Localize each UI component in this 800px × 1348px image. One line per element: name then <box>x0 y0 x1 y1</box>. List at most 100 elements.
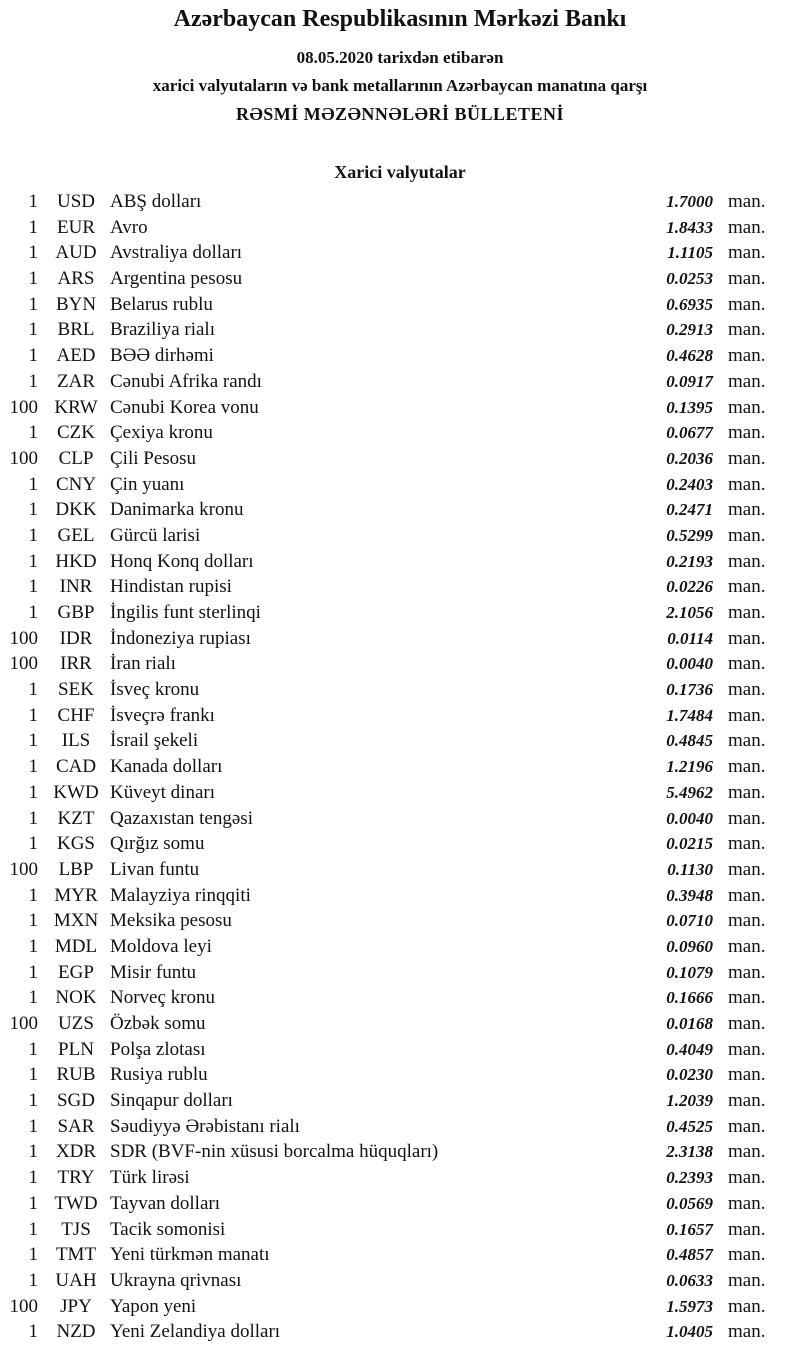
rate-value: 1.1105 <box>667 243 713 263</box>
currency-name: Norveç kronu <box>110 987 215 1009</box>
currency-code: EUR <box>57 216 95 238</box>
currency-name: Braziliya rialı <box>110 319 215 341</box>
currency-name: Sinqapur dolları <box>110 1090 233 1112</box>
currency-code: TJS <box>61 1218 91 1240</box>
unit-label: man. <box>728 345 766 367</box>
rate-value: 0.4525 <box>666 1116 713 1136</box>
rate-row: 1 TWD Tayvan dolları 0.0569 man. <box>0 1191 800 1217</box>
rate-row: 1 GBP İngilis funt sterlinqi 2.1056 man. <box>0 600 800 626</box>
rate-quantity: 100 <box>9 653 39 675</box>
currency-name: İngilis funt sterlinqi <box>110 602 261 623</box>
rate-value: 0.2471 <box>666 500 713 520</box>
section-heading: Xarici valyutalar <box>334 162 466 182</box>
unit-label: man. <box>728 1064 766 1086</box>
currency-name: Küveyt dinarı <box>110 781 216 803</box>
unit-label: man. <box>728 499 766 521</box>
currency-name: Səudiyyə Ərəbistanı rialı <box>110 1115 300 1137</box>
rate-row: 1 CHF İsveçrə frankı 1.7484 man. <box>0 703 800 729</box>
rate-value: 0.2393 <box>666 1168 713 1188</box>
unit-label: man. <box>728 833 766 855</box>
rate-row: 1 BRL Braziliya rialı 0.2913 man. <box>0 317 800 343</box>
rate-quantity: 1 <box>28 961 39 983</box>
rate-value: 0.6935 <box>666 294 713 314</box>
currency-name: Türk lirəsi <box>110 1167 190 1189</box>
rate-quantity: 1 <box>28 345 39 367</box>
rate-quantity: 1 <box>28 1115 39 1137</box>
currency-code: CHF <box>57 704 95 726</box>
unit-label: man. <box>728 730 766 752</box>
rate-row: 1 SGD Sinqapur dolları 1.2039 man. <box>0 1088 800 1114</box>
currency-code: UZS <box>58 1013 94 1034</box>
unit-label: man. <box>728 602 766 623</box>
rate-value: 0.0917 <box>666 371 713 391</box>
rate-row: 1 KWD Küveyt dinarı 5.4962 man. <box>0 780 800 806</box>
rate-row: 1 RUB Rusiya rublu 0.0230 man. <box>0 1062 800 1088</box>
unit-label: man. <box>728 216 766 238</box>
rate-value: 0.5299 <box>666 525 713 545</box>
rate-quantity: 100 <box>9 1295 39 1317</box>
unit-label: man. <box>728 396 766 418</box>
currency-code: BYN <box>55 293 97 315</box>
unit-label: man. <box>728 1141 766 1163</box>
rate-value: 0.0040 <box>666 808 713 828</box>
rate-quantity: 1 <box>28 1192 39 1214</box>
rate-quantity: 1 <box>28 704 39 726</box>
currency-code: EGP <box>58 961 94 983</box>
rate-row: 1 PLN Polşa zlotası 0.4049 man. <box>0 1037 800 1063</box>
rate-row: 1 AED BƏƏ dirhəmi 0.4628 man. <box>0 343 800 369</box>
rate-quantity: 1 <box>28 524 39 546</box>
rate-value: 0.0677 <box>666 423 713 443</box>
currency-code: GBP <box>57 602 95 623</box>
rate-value: 0.0960 <box>666 936 713 956</box>
currency-code: KZT <box>57 807 95 829</box>
unit-label: man. <box>728 807 766 829</box>
currency-code: USD <box>56 191 95 212</box>
currency-code: CZK <box>57 422 95 444</box>
currency-code: SEK <box>58 679 94 701</box>
rate-quantity: 1 <box>28 602 39 623</box>
rate-quantity: 100 <box>9 1013 39 1034</box>
unit-label: man. <box>728 1192 766 1214</box>
currency-name: Çili Pesosu <box>110 447 197 469</box>
rate-row: 100 JPY Yapon yeni 1.5973 man. <box>0 1294 800 1320</box>
rate-quantity: 1 <box>28 293 39 315</box>
currency-name: Çin yuanı <box>110 473 185 495</box>
rate-value: 0.1395 <box>666 397 713 417</box>
rate-value: 0.2913 <box>666 320 713 340</box>
unit-label: man. <box>728 524 766 546</box>
rate-row: 1 KZT Qazaxıstan tengəsi 0.0040 man. <box>0 806 800 832</box>
rate-quantity: 1 <box>28 1321 39 1343</box>
currency-name: İsrail şekeli <box>110 730 199 752</box>
currency-code: LBP <box>58 858 94 880</box>
rate-row: 1 MXN Meksika pesosu 0.0710 man. <box>0 908 800 934</box>
currency-name: Özbək somu <box>110 1013 206 1034</box>
unit-label: man. <box>728 1115 766 1137</box>
unit-label: man. <box>728 627 766 649</box>
rate-quantity: 1 <box>28 1167 39 1189</box>
rate-row: 1 UAH Ukrayna qrivnası 0.0633 man. <box>0 1268 800 1294</box>
rate-row: 1 USD ABŞ dolları 1.7000 man. <box>0 189 800 215</box>
rate-value: 1.5973 <box>666 1296 713 1316</box>
rate-quantity: 1 <box>28 473 39 495</box>
rate-row: 1 TMT Yeni türkmən manatı 0.4857 man. <box>0 1242 800 1268</box>
rate-row: 1 NZD Yeni Zelandiya dolları 1.0405 man. <box>0 1319 800 1345</box>
rate-row: 1 GEL Gürcü larisi 0.5299 man. <box>0 523 800 549</box>
currency-name: Tayvan dolları <box>110 1192 220 1214</box>
rate-value: 2.1056 <box>666 603 713 622</box>
currency-name: Tacik somonisi <box>110 1218 226 1240</box>
unit-label: man. <box>728 191 766 212</box>
currency-code: AUD <box>55 242 97 264</box>
currency-name: Yapon yeni <box>110 1295 197 1317</box>
currency-code: MXN <box>53 910 99 932</box>
rate-quantity: 1 <box>28 1064 39 1086</box>
unit-label: man. <box>728 987 766 1009</box>
rate-value: 1.7000 <box>666 192 713 211</box>
rate-quantity: 1 <box>28 550 39 572</box>
rate-row: 1 CAD Kanada dolları 1.2196 man. <box>0 754 800 780</box>
rate-value: 5.4962 <box>666 782 713 802</box>
rate-value: 0.0633 <box>666 1270 713 1290</box>
rate-row: 1 ZAR Cənubi Afrika randı 0.0917 man. <box>0 369 800 395</box>
currency-name: Rusiya rublu <box>110 1064 208 1086</box>
rate-quantity: 1 <box>28 1090 39 1112</box>
rate-quantity: 1 <box>28 679 39 701</box>
